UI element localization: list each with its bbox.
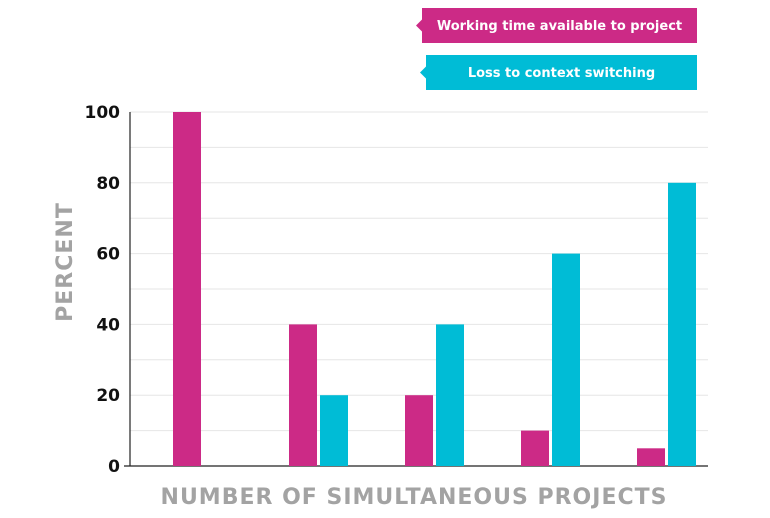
bar (436, 324, 464, 466)
legend-swatch (420, 55, 697, 90)
bar (668, 182, 696, 467)
bar (405, 395, 433, 466)
y-tick-label: 20 (96, 386, 120, 406)
y-axis-title: PERCENT (53, 202, 78, 322)
y-tick-label: 0 (108, 457, 120, 477)
y-tick-label: 100 (85, 103, 121, 123)
x-axis-title: NUMBER OF SIMULTANEOUS PROJECTS (161, 485, 668, 510)
legend-label: Loss to context switching (468, 66, 655, 81)
y-tick-label: 80 (96, 174, 120, 194)
y-tick-label: 40 (96, 315, 120, 335)
y-tick-label: 60 (96, 245, 120, 265)
legend-label: Working time available to project (437, 19, 682, 34)
legend-swatch (416, 8, 697, 43)
bar (173, 112, 201, 466)
bar (637, 448, 665, 466)
bar (320, 395, 348, 466)
bar (521, 430, 549, 466)
bar (552, 253, 580, 466)
bar (289, 324, 317, 466)
